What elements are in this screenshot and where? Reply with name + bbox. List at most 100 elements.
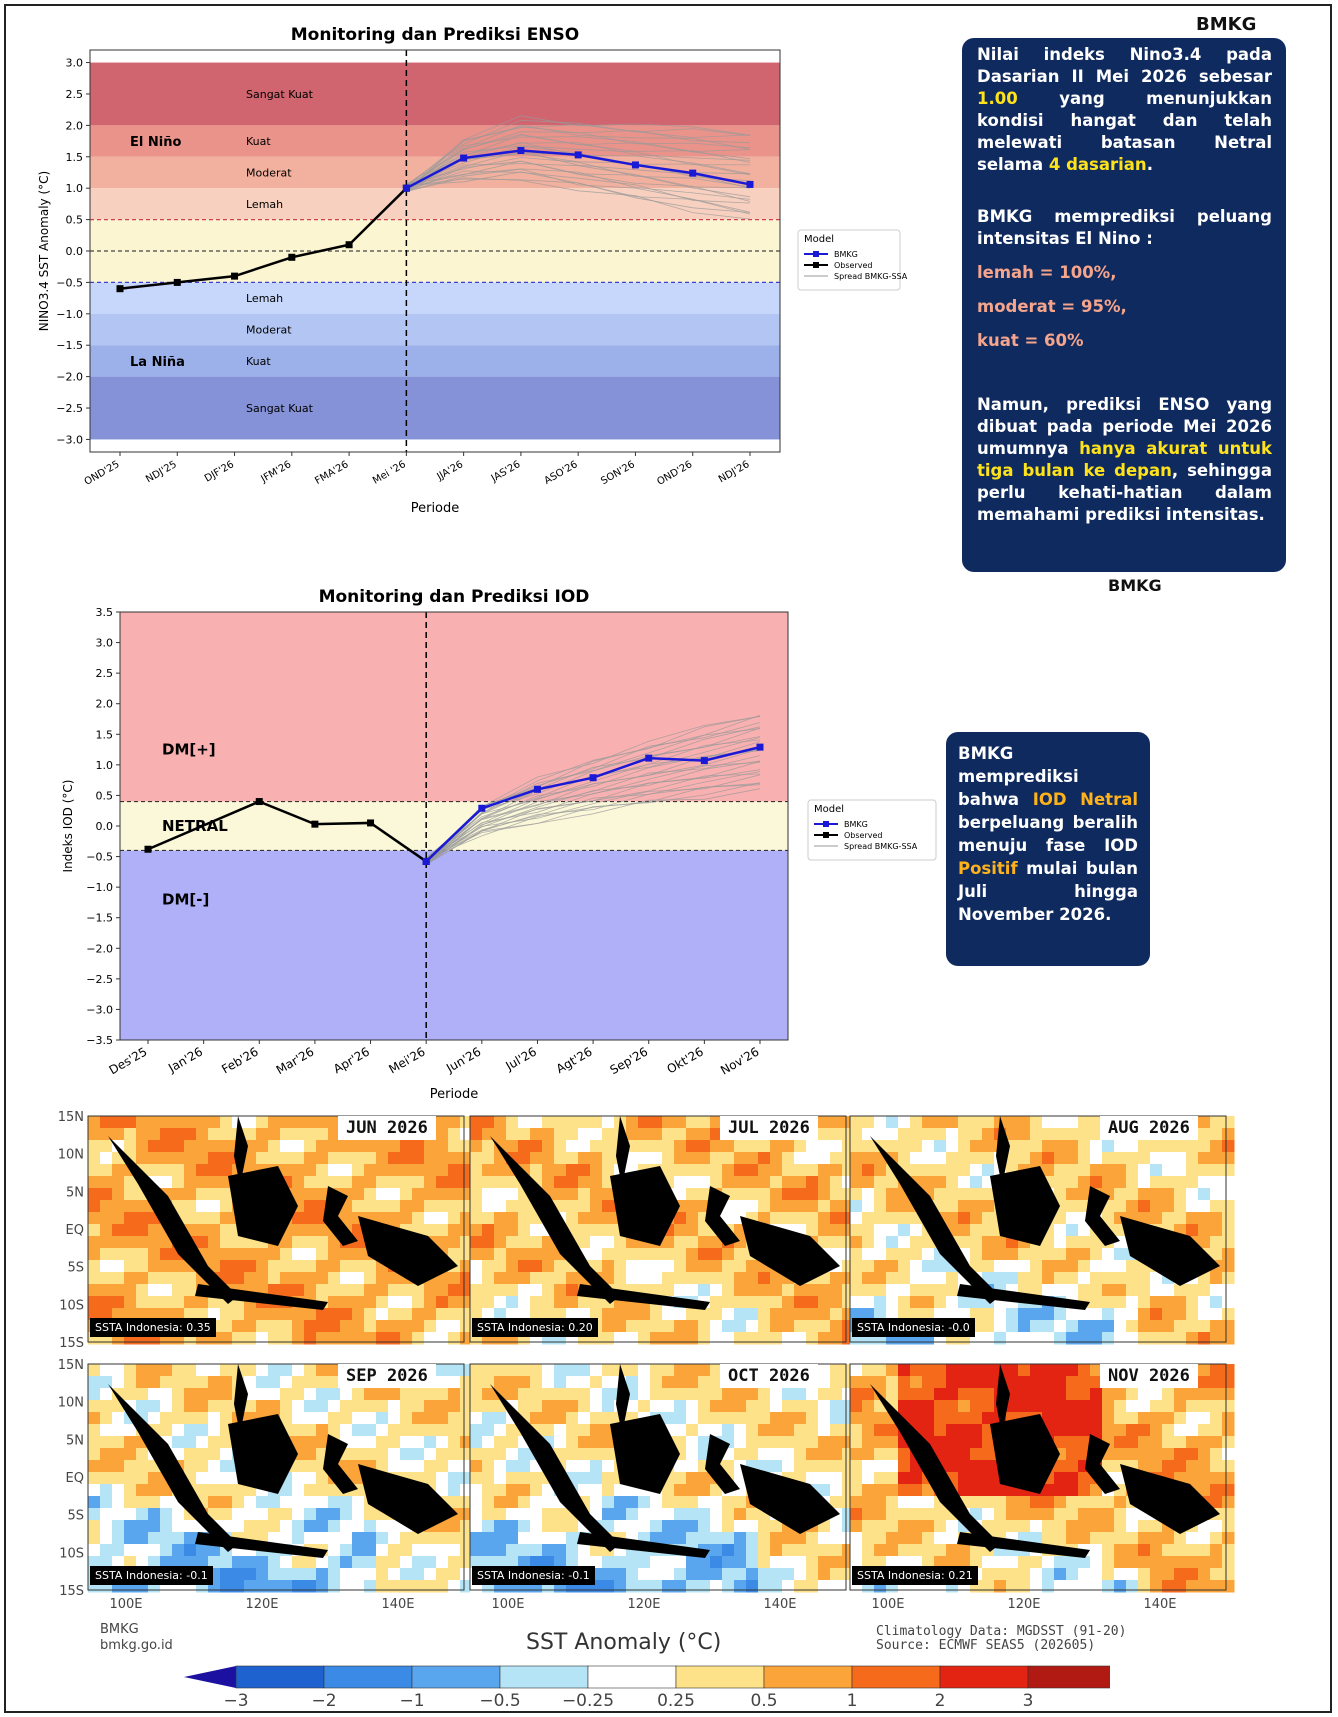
sst-cell — [1102, 1556, 1115, 1569]
sst-cell — [710, 1364, 723, 1377]
sst-cell — [686, 1556, 699, 1569]
band-label: Sangat Kuat — [246, 88, 314, 101]
sst-cell — [184, 1272, 197, 1285]
sst-cell — [874, 1412, 887, 1425]
sst-cell — [1210, 1200, 1223, 1213]
sst-cell — [1138, 1556, 1151, 1569]
sst-cell — [578, 1164, 591, 1177]
sst-cell — [184, 1296, 197, 1309]
sst-cell — [862, 1116, 875, 1129]
enso-info-paragraph-2: BMKG memprediksi peluang intensitas El N… — [977, 207, 1272, 248]
landmass — [740, 1216, 840, 1286]
sst-cell — [100, 1260, 113, 1273]
sst-cell — [602, 1152, 615, 1165]
sst-cell — [862, 1424, 875, 1437]
sst-cell — [686, 1260, 699, 1273]
sst-cell — [886, 1364, 899, 1377]
sst-cell — [400, 1200, 413, 1213]
sst-cell — [328, 1176, 341, 1189]
sst-cell — [818, 1424, 831, 1437]
sst-cell — [268, 1556, 281, 1569]
sst-cell — [470, 1412, 483, 1425]
sst-cell — [448, 1568, 461, 1581]
sst-cell — [1042, 1332, 1055, 1345]
chart-title: Monitoring dan Prediksi IOD — [319, 587, 590, 607]
sst-cell — [112, 1460, 125, 1473]
sst-cell — [482, 1212, 495, 1225]
sst-cell — [994, 1496, 1007, 1509]
sst-cell — [1210, 1460, 1223, 1473]
sst-cell — [400, 1296, 413, 1309]
sst-cell — [388, 1424, 401, 1437]
sst-cell — [292, 1532, 305, 1545]
sst-anomaly-maps: 15N10N5NEQ5S10S15S15N10N5NEQ5S10S15S100E… — [58, 1110, 1235, 1612]
sst-cell — [136, 1388, 149, 1401]
colorbar-tick-label: −1 — [399, 1691, 424, 1711]
sst-cell — [494, 1412, 507, 1425]
sst-cell — [1162, 1152, 1175, 1165]
map-frame — [87, 1115, 465, 1343]
sst-cell — [542, 1496, 555, 1509]
sst-cell — [460, 1364, 473, 1377]
sst-cell — [662, 1580, 675, 1593]
sst-cell — [554, 1128, 567, 1141]
sst-cell — [352, 1176, 365, 1189]
spread-member-line — [426, 771, 761, 859]
sst-cell — [674, 1224, 687, 1237]
sst-cell — [148, 1496, 161, 1509]
sst-cell — [686, 1460, 699, 1473]
sst-cell — [268, 1116, 281, 1129]
sst-cell — [1066, 1388, 1079, 1401]
sst-cell — [674, 1308, 687, 1321]
sst-cell — [1162, 1188, 1175, 1201]
legend-label: Observed — [834, 261, 873, 270]
lat-tick-label: EQ — [66, 1223, 84, 1238]
sst-cell — [328, 1272, 341, 1285]
sst-cell — [1114, 1332, 1127, 1345]
sst-cell — [208, 1496, 221, 1509]
sst-cell — [806, 1556, 819, 1569]
sst-cell — [638, 1520, 651, 1533]
sst-cell — [88, 1164, 101, 1177]
sst-cell — [136, 1496, 149, 1509]
sst-cell — [1054, 1412, 1067, 1425]
sst-cell — [304, 1176, 317, 1189]
y-tick-label: −2.0 — [86, 942, 113, 955]
sst-cell — [1162, 1436, 1175, 1449]
sst-cell — [1162, 1200, 1175, 1213]
sst-cell — [148, 1400, 161, 1413]
sst-cell — [782, 1568, 795, 1581]
sst-cell — [482, 1460, 495, 1473]
sst-cell — [578, 1152, 591, 1165]
landmass — [870, 1384, 1000, 1552]
sst-cell — [482, 1388, 495, 1401]
lon-tick-label: 120E — [245, 1597, 278, 1612]
sst-cell — [530, 1116, 543, 1129]
sst-cell — [674, 1248, 687, 1261]
sst-cell — [746, 1308, 759, 1321]
sst-cell — [1078, 1412, 1091, 1425]
sst-cell — [494, 1508, 507, 1521]
sst-cell — [862, 1460, 875, 1473]
sst-cell — [316, 1580, 329, 1593]
sst-cell — [1102, 1260, 1115, 1273]
sst-cell — [982, 1140, 995, 1153]
sst-cell — [910, 1260, 923, 1273]
sst-cell — [710, 1296, 723, 1309]
sst-cell — [862, 1556, 875, 1569]
sst-cell — [746, 1296, 759, 1309]
sst-cell — [220, 1448, 233, 1461]
sst-cell — [1186, 1308, 1199, 1321]
sst-cell — [208, 1376, 221, 1389]
sst-cell — [88, 1116, 101, 1129]
sst-cell — [970, 1376, 983, 1389]
sst-cell — [1090, 1140, 1103, 1153]
sst-cell — [364, 1284, 377, 1297]
sst-cell — [400, 1556, 413, 1569]
sst-cell — [280, 1388, 293, 1401]
sst-cell — [806, 1544, 819, 1557]
sst-cell — [782, 1296, 795, 1309]
sst-cell — [590, 1140, 603, 1153]
sst-cell — [424, 1140, 437, 1153]
colorbar-swatch — [1027, 1665, 1110, 1689]
